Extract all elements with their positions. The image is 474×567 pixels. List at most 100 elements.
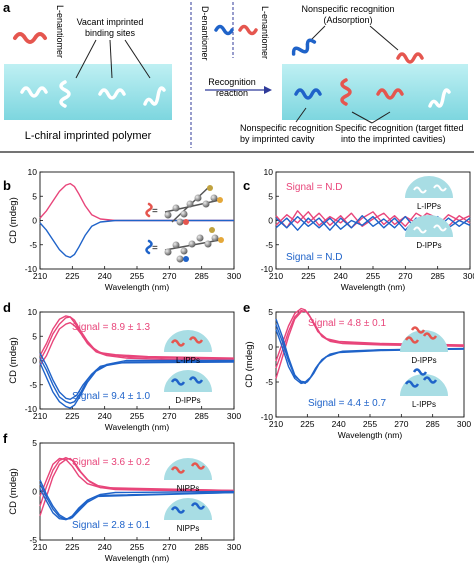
specific-line1: Specific recognition (target fitted xyxy=(335,123,464,133)
x-tick-label: 270 xyxy=(162,411,176,421)
y-tick-label: -10 xyxy=(25,404,38,414)
y-tick-label: -10 xyxy=(261,412,274,422)
y-tick-label: 0 xyxy=(268,216,273,226)
y-tick-label: 5 xyxy=(32,438,37,448)
y-tick-label: 5 xyxy=(32,191,37,201)
molecule-l-icon: = xyxy=(145,185,223,226)
arrow-line xyxy=(109,39,113,79)
cavity-icon xyxy=(20,86,48,98)
inset-c-bottom-label: D-IPPs xyxy=(416,241,441,250)
x-tick-label: 255 xyxy=(366,271,380,281)
inset-d-top: L-IPPs xyxy=(164,330,212,365)
y-tick-label: 0 xyxy=(32,356,37,366)
x-tick-label: 285 xyxy=(195,542,209,552)
x-tick-label: 240 xyxy=(98,542,112,552)
panel-e-letter: e xyxy=(243,300,250,315)
y-tick-label: -10 xyxy=(25,264,38,274)
y-tick-label: -5 xyxy=(29,535,37,545)
arrow-line xyxy=(371,111,391,124)
x-tick-label: 270 xyxy=(394,419,408,429)
svg-text:=: = xyxy=(152,243,158,254)
d-enantiomer-label: D-enantiomer xyxy=(200,6,210,61)
signal-annotation: Signal = 8.9 ± 1.3 xyxy=(72,322,150,333)
x-tick-label: 285 xyxy=(195,411,209,421)
x-tick-label: 270 xyxy=(162,542,176,552)
series-line-blue xyxy=(39,488,235,521)
series-line-blue xyxy=(39,352,235,400)
y-tick-label: 0 xyxy=(32,216,37,226)
y-axis-label: CD (mdeg) xyxy=(8,197,19,243)
x-tick-label: 225 xyxy=(65,542,79,552)
panel-c-letter: c xyxy=(243,178,250,193)
x-tick-label: 255 xyxy=(130,542,144,552)
inset-f-top: NIPPs xyxy=(164,458,212,493)
x-axis-label: Wavelength (nm) xyxy=(341,282,406,292)
l-enantiomer-label: L-enantiomer xyxy=(55,5,65,58)
vacant-sites-line2: binding sites xyxy=(85,28,136,38)
inset-e-top-label: D-IPPs xyxy=(411,356,436,365)
reaction-line1: Recognition xyxy=(208,77,256,87)
arrow-line xyxy=(75,39,97,79)
x-tick-label: 285 xyxy=(195,271,209,281)
x-tick-label: 270 xyxy=(398,271,412,281)
nonspecific-cavity-line1: Nonspecific recognition xyxy=(240,123,333,133)
inset-c-top-label: L-IPPs xyxy=(417,202,441,211)
x-tick-label: 240 xyxy=(334,271,348,281)
x-tick-label: 270 xyxy=(162,271,176,281)
specific-line2: into the imprinted cavities) xyxy=(341,134,446,144)
series-line-pink xyxy=(39,315,235,359)
signal-annotation: Signal = 4.8 ± 0.1 xyxy=(308,318,386,329)
reaction-line2: reaction xyxy=(216,88,248,98)
y-tick-label: -5 xyxy=(29,240,37,250)
y-axis-label: CD (mdeg) xyxy=(8,468,19,514)
y-tick-label: 5 xyxy=(32,331,37,341)
series-line-pink xyxy=(39,457,235,497)
x-tick-label: 240 xyxy=(98,271,112,281)
series-line-pink xyxy=(275,309,465,369)
series-line-pink xyxy=(39,182,234,222)
chart-panel-e: 210 225 240 255 270 285 300 -10 -5 0 5 Wavelength (… xyxy=(244,307,471,440)
nonspecific-cavity-line2: by imprinted cavity xyxy=(240,134,315,144)
svg-text:=: = xyxy=(152,206,158,217)
x-tick-label: 210 xyxy=(269,419,283,429)
y-tick-label: 0 xyxy=(32,487,37,497)
red-helix-icon xyxy=(376,88,404,100)
l-enantiomer-helix-icon xyxy=(13,32,47,44)
cavity-icon xyxy=(98,88,126,100)
y-tick-label: -5 xyxy=(29,380,37,390)
x-tick-label: 255 xyxy=(363,419,377,429)
x-tick-label: 285 xyxy=(426,419,440,429)
blue-helix-icon xyxy=(291,38,317,56)
chart-panel-b: 210 225 240 255 270 285 300 -10 -5 0 5 10 Wavelength… xyxy=(8,167,241,292)
inset-e-bottom: L-IPPs xyxy=(400,368,448,409)
x-tick-label: 300 xyxy=(227,542,241,552)
x-tick-label: 300 xyxy=(457,419,471,429)
l-enantiomer-right-label: L-enantiomer xyxy=(260,6,270,59)
x-tick-label: 300 xyxy=(463,271,474,281)
x-axis-label: Wavelength (nm) xyxy=(338,430,403,440)
panel-a-letter: a xyxy=(3,0,11,15)
d-enantiomer-helix-icon xyxy=(214,24,234,36)
chart-panel-c: 210 225 240 255 270 285 300 -10 -5 0 5 10 Wavelength… xyxy=(261,167,474,292)
x-tick-label: 255 xyxy=(130,271,144,281)
x-tick-label: 225 xyxy=(301,271,315,281)
series-line-blue xyxy=(275,324,465,383)
chart-panel-f: 210 225 240 255 270 285 300 -5 0 5 Wavelength (nm)… xyxy=(8,438,241,563)
signal-annotation: Signal = 9.4 ± 1.0 xyxy=(72,391,150,402)
polymer-slab-left xyxy=(4,64,172,120)
polymer-slab-right xyxy=(282,64,468,120)
reaction-arrowhead xyxy=(264,86,272,94)
x-axis-label: Wavelength (nm) xyxy=(105,282,170,292)
x-tick-label: 255 xyxy=(130,411,144,421)
red-helix-icon xyxy=(340,78,352,106)
inset-d-top-label: L-IPPs xyxy=(176,356,200,365)
cavity-icon xyxy=(143,86,166,106)
x-tick-label: 210 xyxy=(33,271,47,281)
l-enantiomer-helix-icon xyxy=(238,24,258,36)
x-tick-label: 210 xyxy=(33,542,47,552)
red-helix-icon xyxy=(396,52,424,64)
y-tick-label: 10 xyxy=(28,307,38,317)
y-tick-label: -5 xyxy=(265,377,273,387)
y-tick-label: 5 xyxy=(268,191,273,201)
x-tick-label: 210 xyxy=(269,271,283,281)
